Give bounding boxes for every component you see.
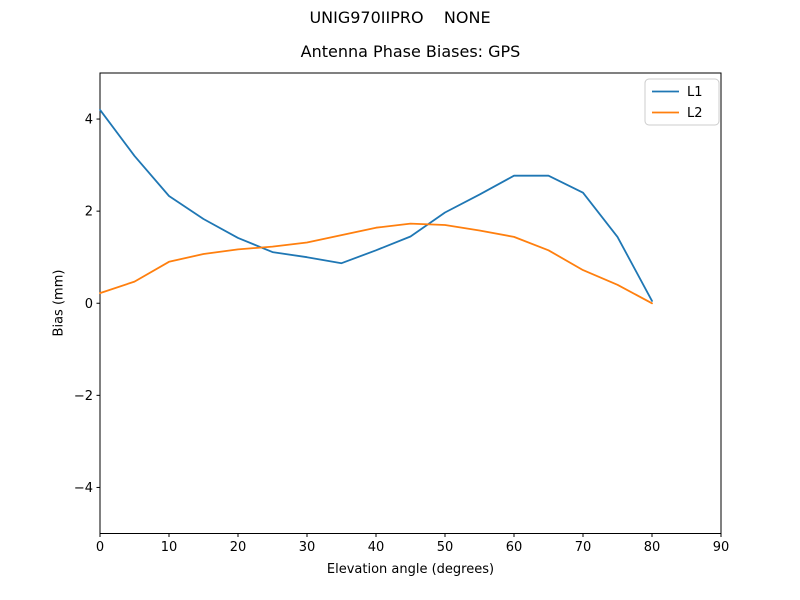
axes-frame bbox=[99, 72, 722, 534]
x-tick-label: 90 bbox=[713, 540, 730, 555]
x-tick-label: 60 bbox=[506, 540, 523, 555]
x-tick-label: 10 bbox=[161, 540, 178, 555]
figure-suptitle: UNIG970IIPRO NONE bbox=[309, 8, 491, 27]
y-axis-label: Bias (mm) bbox=[51, 269, 67, 337]
y-tick-label: 0 bbox=[85, 297, 93, 312]
chart-title: Antenna Phase Biases: GPS bbox=[300, 42, 521, 61]
series-line-L2 bbox=[99, 222, 653, 305]
x-tick-label: 20 bbox=[230, 540, 247, 555]
x-axis-label: Elevation angle (degrees) bbox=[326, 562, 495, 577]
y-tick-label: −4 bbox=[74, 481, 93, 496]
x-tick-label: 0 bbox=[96, 540, 104, 555]
x-tick-label: 80 bbox=[644, 540, 661, 555]
x-tick-label: 40 bbox=[368, 540, 385, 555]
x-tick-label: 30 bbox=[299, 540, 316, 555]
legend-label-L2: L2 bbox=[687, 106, 703, 121]
legend bbox=[644, 78, 720, 126]
y-tick-label: 2 bbox=[85, 205, 93, 220]
series-line-L1 bbox=[99, 108, 653, 302]
x-tick-label: 50 bbox=[437, 540, 454, 555]
legend-label-L1: L1 bbox=[687, 85, 703, 100]
y-tick-label: 4 bbox=[85, 113, 93, 128]
x-tick-label: 70 bbox=[575, 540, 592, 555]
y-tick-label: −2 bbox=[74, 389, 93, 404]
